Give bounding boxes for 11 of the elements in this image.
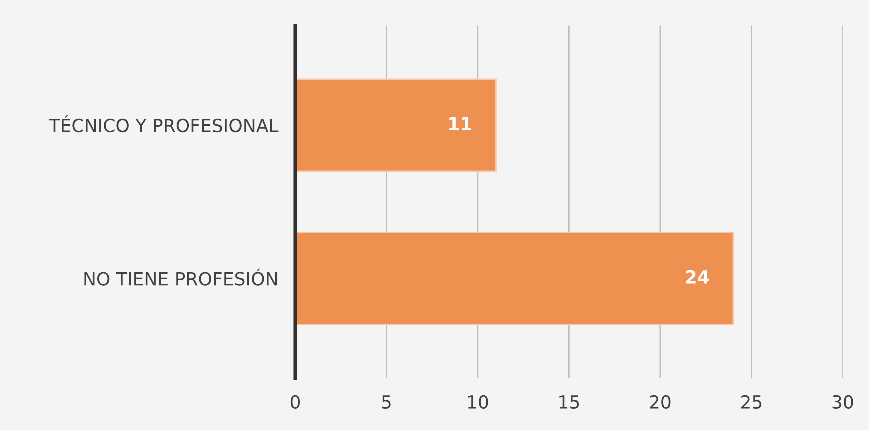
data-label: 11 bbox=[450, 117, 472, 130]
x-tick-label: 20 bbox=[650, 395, 671, 410]
x-tick-label: 15 bbox=[560, 396, 580, 410]
x-tick-label: 0 bbox=[290, 395, 300, 410]
x-tick-label: 10 bbox=[468, 395, 488, 410]
x-tick-label: 5 bbox=[382, 396, 391, 410]
y-tick-label: NO TIENE PROFESIÓN bbox=[84, 268, 278, 286]
data-label: 24 bbox=[686, 270, 710, 284]
x-tick-label: 25 bbox=[742, 395, 762, 410]
y-tick-label: TÉCNICO Y PROFESIONAL bbox=[49, 116, 279, 133]
x-tick-label: 30 bbox=[832, 395, 854, 410]
